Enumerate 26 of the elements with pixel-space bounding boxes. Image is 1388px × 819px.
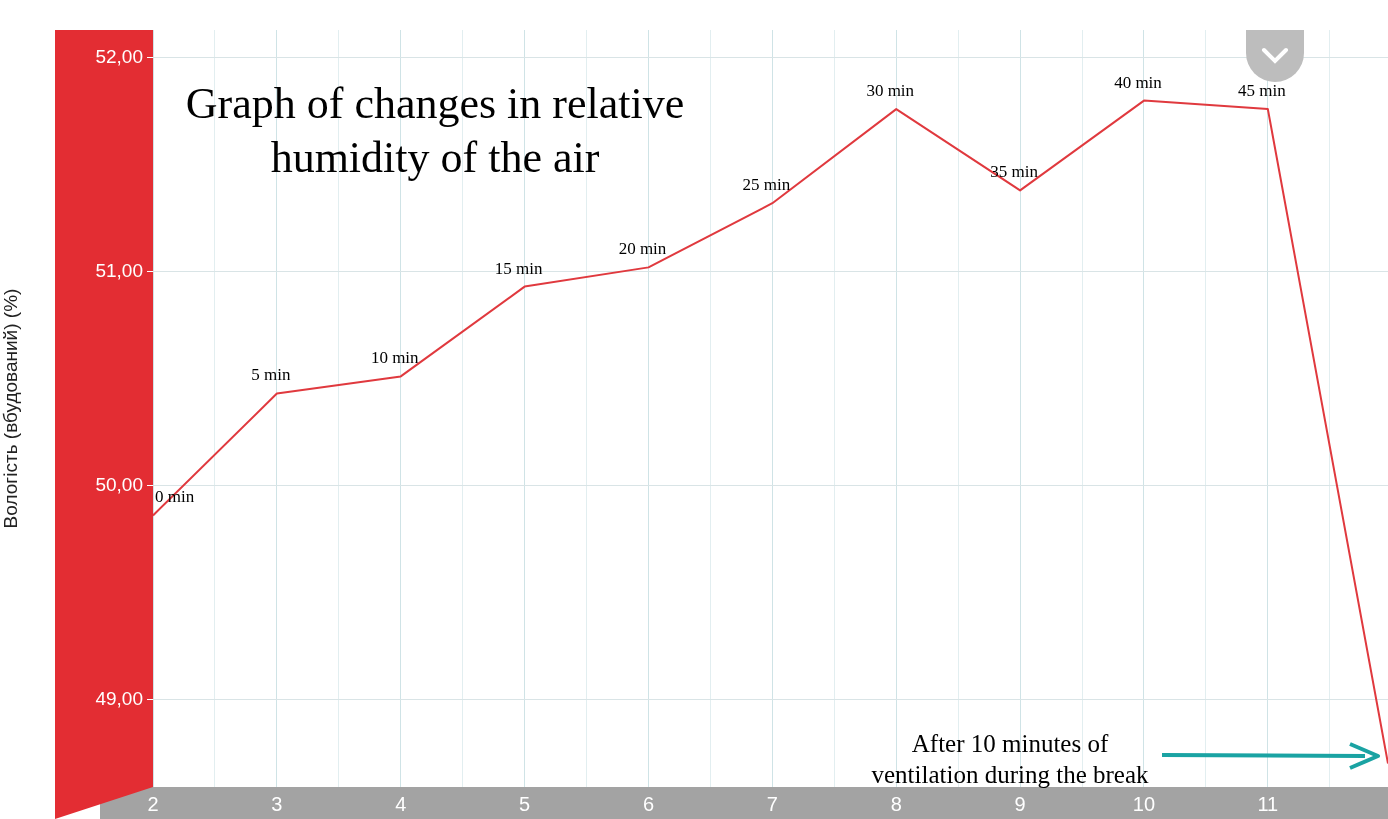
annotation: 25 min	[742, 175, 791, 195]
x-tick-label: 8	[890, 792, 902, 815]
x-tick-label: 3	[271, 792, 283, 815]
x-tick-label: 10	[1132, 792, 1156, 815]
x-tick-label: 7	[766, 792, 778, 815]
y-tick-label: 49,00	[95, 687, 143, 709]
annotation: 10 min	[370, 348, 420, 368]
x-tick-label: 2	[147, 792, 159, 815]
annotation: 40 min	[1114, 72, 1163, 92]
annotation: 20 min	[618, 239, 667, 259]
annotation: 15 min	[494, 258, 543, 278]
annotation: 30 min	[866, 81, 915, 101]
annotation: 5 min	[251, 365, 291, 385]
x-tick-label: 4	[395, 792, 407, 815]
text: Graph of changes in relative humidity of the air	[185, 79, 685, 182]
x-tick-label: 9	[1014, 792, 1026, 815]
y-tick-label: 52,00	[95, 46, 143, 68]
x-tick-label: 11	[1257, 792, 1279, 815]
y-tick-label: 51,00	[95, 259, 143, 281]
x-tick-label: 5	[519, 792, 531, 815]
y-tick-label: 50,00	[95, 473, 143, 495]
annotation: After 10 minutes of ventilation during the break	[871, 730, 1149, 788]
annotation: 0 min	[155, 487, 195, 507]
x-tick-label: 6	[642, 792, 655, 815]
annotation: 45 min	[1237, 81, 1287, 101]
y-axis-title: Вологість (вбудований) (%)	[0, 288, 21, 529]
